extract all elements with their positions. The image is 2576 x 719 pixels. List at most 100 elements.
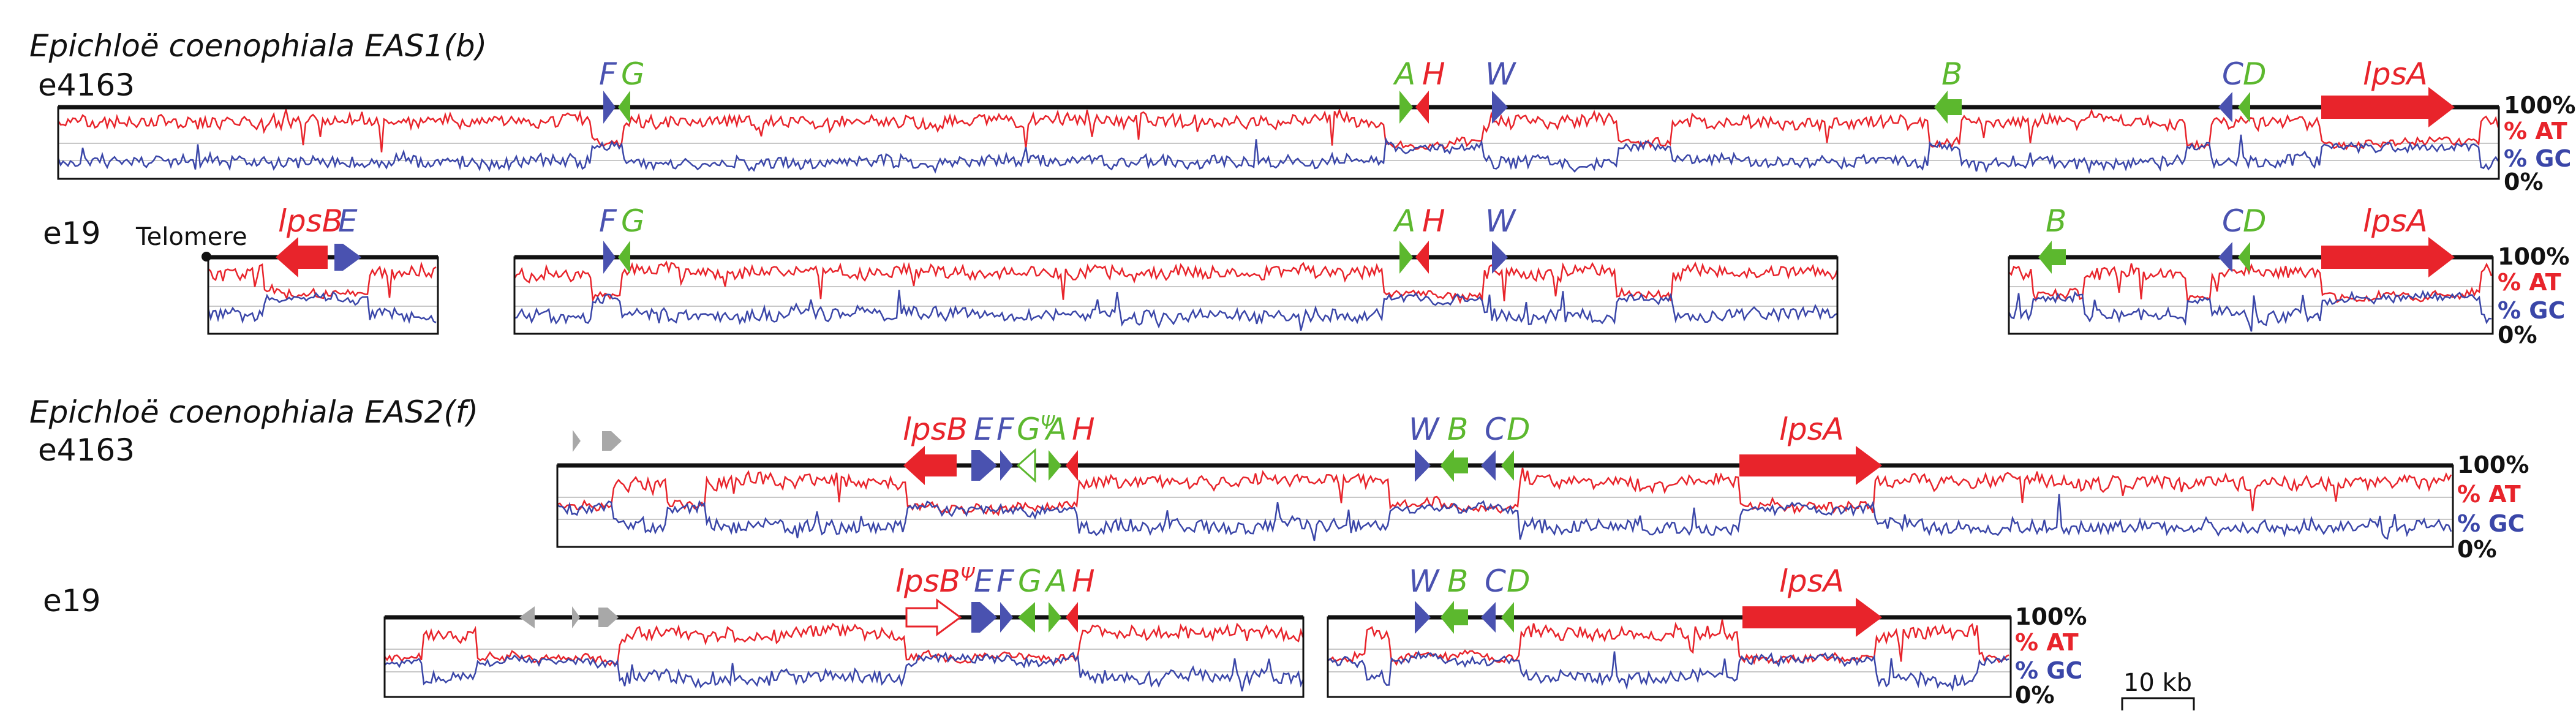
row1-gene-F bbox=[603, 91, 616, 124]
row4-gene-G bbox=[1018, 602, 1035, 633]
row3-label-lpsB: lpsB bbox=[903, 412, 968, 447]
row4-right-gc-trace bbox=[1328, 650, 2009, 692]
row2-gene-W bbox=[1492, 241, 1508, 274]
row3-unknown-gene-2 bbox=[602, 431, 622, 451]
row1-label-B: B bbox=[1941, 56, 1962, 92]
row1-gc-trace bbox=[58, 134, 2499, 175]
row3-gene-D bbox=[1501, 450, 1514, 481]
row2-label-C: C bbox=[2222, 203, 2243, 239]
row2-contig-right: 100% % AT % GC 0% bbox=[2008, 243, 2569, 348]
row2-gene-F bbox=[603, 241, 616, 274]
row4-label-A: A bbox=[1044, 563, 1067, 599]
row4-label-D: D bbox=[1507, 563, 1531, 599]
row4-unknown-gene-1 bbox=[519, 606, 535, 628]
svg-text:100%: 100% bbox=[2504, 92, 2575, 119]
row2-gene-lpsA bbox=[2321, 237, 2455, 277]
row4-gene-B bbox=[1441, 601, 1468, 634]
row1-gene-B bbox=[1934, 91, 1962, 124]
row4-gene-W bbox=[1415, 601, 1431, 634]
svg-text:0%: 0% bbox=[2498, 322, 2537, 348]
row4-label-H: H bbox=[1072, 563, 1095, 599]
svg-text:0%: 0% bbox=[2015, 682, 2055, 709]
row3-label-C: C bbox=[1485, 412, 1506, 447]
row1-label-lpsA: lpsA bbox=[2363, 56, 2428, 92]
row1-at-trace bbox=[58, 107, 2499, 152]
row4-percent-axis: 100% % AT % GC 0% bbox=[2015, 603, 2087, 709]
row2-label-F: F bbox=[599, 203, 617, 239]
row3-gene-H bbox=[1066, 450, 1078, 481]
row4-label-W: W bbox=[1409, 563, 1440, 599]
row1-label-F: F bbox=[599, 56, 617, 92]
svg-text:% GC: % GC bbox=[2504, 145, 2571, 172]
row1-label-H: H bbox=[1422, 56, 1445, 92]
strain-label-row2: e19 bbox=[43, 216, 100, 251]
row1-gene-C bbox=[2218, 92, 2232, 122]
svg-text:% AT: % AT bbox=[2015, 629, 2079, 656]
row2-label-W: W bbox=[1485, 203, 1516, 239]
row3-label-B: B bbox=[1447, 412, 1468, 447]
row2-label-H: H bbox=[1422, 203, 1445, 239]
row1-label-G: G bbox=[621, 56, 645, 92]
row3-contig: 100% % AT % GC 0% bbox=[556, 451, 2529, 563]
telomere-label: Telomere bbox=[135, 223, 247, 251]
row1-gene-D bbox=[2238, 92, 2250, 122]
row2-label-lpsA: lpsA bbox=[2363, 203, 2428, 239]
row3-gene-A bbox=[1049, 450, 1061, 481]
row3-gene-E bbox=[971, 450, 997, 481]
row2-left-at-trace bbox=[208, 261, 437, 301]
row4-label-lpsA: lpsA bbox=[1779, 563, 1844, 599]
row3-percent-axis: 100% % AT % GC 0% bbox=[2457, 451, 2529, 563]
row1-contig: 100% % AT % GC 0% bbox=[57, 92, 2575, 195]
svg-text:% AT: % AT bbox=[2504, 118, 2567, 145]
row3-gene-C bbox=[1481, 450, 1496, 481]
row2-gene-B bbox=[2038, 241, 2066, 274]
row3-label-D: D bbox=[1507, 412, 1531, 447]
scale-bar: 10 kb bbox=[2121, 669, 2195, 710]
row1-gene-H bbox=[1415, 91, 1429, 124]
svg-text:100%: 100% bbox=[2498, 243, 2569, 270]
row4-gene-C bbox=[1481, 602, 1496, 633]
row2-right-gc-trace bbox=[2009, 290, 2492, 332]
row4-gene-lpsB-pseudo bbox=[905, 598, 962, 636]
row2-gene-H bbox=[1415, 241, 1429, 274]
row2-contig-middle bbox=[513, 255, 1839, 335]
row3-gc-trace bbox=[557, 494, 2452, 541]
row4-unknown-gene-2 bbox=[572, 606, 580, 628]
row4-contig-right: 100% % AT % GC 0% bbox=[1327, 603, 2087, 709]
row2-percent-axis: 100% % AT % GC 0% bbox=[2498, 243, 2569, 348]
row4-genes: lpsBΨ E F G A H W B C D lpsA bbox=[519, 563, 1882, 637]
row2-label-A: A bbox=[1393, 203, 1415, 239]
row4-label-C: C bbox=[1485, 563, 1506, 599]
row3-gene-G bbox=[1016, 448, 1036, 483]
row2-label-B: B bbox=[2046, 203, 2066, 239]
svg-text:% AT: % AT bbox=[2457, 481, 2521, 508]
svg-text:100%: 100% bbox=[2015, 603, 2087, 630]
row3-label-F: F bbox=[996, 412, 1015, 447]
svg-text:0%: 0% bbox=[2504, 168, 2544, 195]
strain-label-row3: e4163 bbox=[38, 432, 135, 468]
row2-label-D: D bbox=[2243, 203, 2267, 239]
row4-left-at-trace bbox=[385, 622, 1303, 666]
row1-label-C: C bbox=[2222, 56, 2243, 92]
row4-label-G: G bbox=[1018, 563, 1042, 599]
row2-left-gc-trace bbox=[208, 290, 437, 324]
row1-gridlines bbox=[58, 143, 2499, 161]
svg-text:% AT: % AT bbox=[2498, 269, 2561, 296]
row2-genes: lpsB E F G A H W B C D lpsA bbox=[276, 203, 2455, 277]
svg-text:% GC: % GC bbox=[2498, 297, 2565, 324]
eas2-title: Epichloë coenophiala EAS2(f) bbox=[29, 394, 478, 430]
row3-gene-B bbox=[1441, 449, 1468, 482]
row4-label-B: B bbox=[1447, 563, 1468, 599]
row2-label-lpsB: lpsB bbox=[278, 203, 343, 239]
svg-text:0%: 0% bbox=[2457, 536, 2497, 563]
row3-gene-lpsB bbox=[903, 446, 957, 485]
row4-gene-E bbox=[971, 602, 997, 633]
row1-percent-axis: 100% % AT % GC 0% bbox=[2504, 92, 2575, 195]
row3-label-E: E bbox=[974, 412, 993, 447]
row4-right-at-trace bbox=[1328, 619, 2009, 666]
row3-at-trace bbox=[557, 467, 2452, 516]
row3-label-H: H bbox=[1072, 412, 1095, 447]
svg-text:100%: 100% bbox=[2457, 451, 2529, 478]
row2-label-G: G bbox=[621, 203, 645, 239]
